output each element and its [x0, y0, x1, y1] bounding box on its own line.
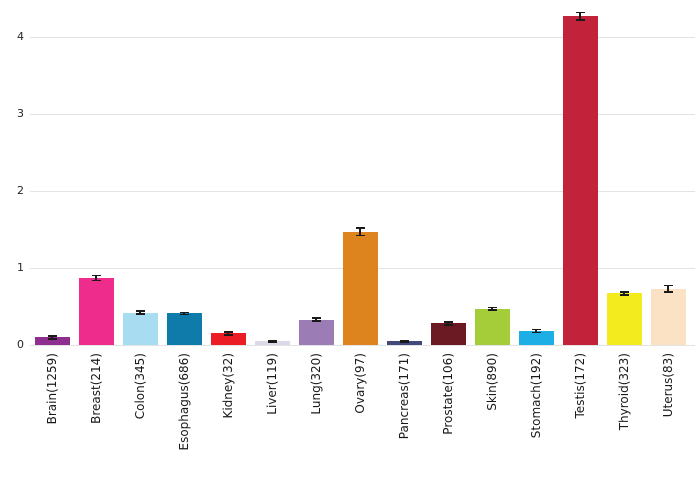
error-bar-cap: [311, 320, 321, 322]
bar: [78, 278, 114, 345]
error-bar-cap: [399, 339, 409, 342]
error-bar-cap: [663, 284, 673, 287]
error-bar-cap: [223, 331, 233, 333]
error-bar-cap: [575, 19, 585, 21]
bar: [210, 333, 246, 345]
x-tick-label: Colon(345): [133, 353, 147, 420]
error-bar: [359, 227, 361, 236]
error-bar-cap: [487, 309, 497, 311]
x-tick-label: Esophagus(686): [177, 353, 191, 451]
error-bar-cap: [575, 11, 585, 14]
bar: [562, 16, 598, 345]
error-bar: [51, 335, 53, 339]
x-tick-label: Prostate(106): [441, 353, 455, 435]
error-bar-cap: [399, 341, 409, 343]
x-tick-label: Skin(890): [485, 353, 499, 411]
x-tick-label: Liver(119): [265, 353, 279, 415]
gridline: [30, 37, 695, 38]
y-tick-label: 4: [17, 30, 24, 43]
error-bar: [227, 331, 229, 335]
error-bar: [623, 291, 625, 295]
error-bar-cap: [531, 331, 541, 334]
error-bar-cap: [619, 291, 629, 293]
error-bar-cap: [47, 338, 57, 340]
gridline: [30, 191, 695, 192]
error-bar-cap: [531, 328, 541, 331]
bar: [298, 319, 334, 345]
error-bar: [271, 340, 273, 342]
error-bar-cap: [267, 341, 277, 343]
error-bar-cap: [267, 339, 277, 342]
error-bar-cap: [443, 324, 453, 326]
error-bar: [95, 275, 97, 281]
x-tick-label: Lung(320): [309, 353, 323, 415]
x-tick-label: Breast(214): [89, 353, 103, 424]
bar: [386, 341, 422, 345]
error-bar-cap: [91, 279, 101, 282]
x-tick-label: Kidney(32): [221, 353, 235, 419]
x-tick-label: Brain(1259): [45, 353, 59, 425]
error-bar-cap: [311, 317, 321, 319]
gridline: [30, 345, 695, 346]
bar: [342, 231, 378, 345]
error-bar-cap: [663, 291, 673, 293]
error-bar: [667, 285, 669, 292]
bar: [122, 312, 158, 345]
y-tick-label: 2: [17, 184, 24, 197]
error-bar: [579, 12, 581, 21]
error-bar: [535, 329, 537, 333]
error-bar-cap: [355, 234, 365, 237]
bar: [518, 331, 554, 345]
gridline: [30, 114, 695, 115]
error-bar-cap: [619, 294, 629, 296]
error-bar-cap: [179, 311, 189, 314]
error-bar-cap: [135, 310, 145, 312]
error-bar: [491, 307, 493, 310]
y-tick-label: 0: [17, 338, 24, 351]
error-bar: [139, 311, 141, 315]
bar: [430, 323, 466, 345]
x-tick-label: Ovary(97): [353, 353, 367, 414]
error-bar-cap: [179, 313, 189, 316]
bar: [254, 341, 290, 345]
error-bar-cap: [487, 306, 497, 309]
bar: [650, 288, 686, 345]
x-tick-label: Uterus(83): [661, 353, 675, 418]
error-bar-cap: [135, 313, 145, 315]
y-tick-label: 1: [17, 261, 24, 274]
error-bar: [403, 340, 405, 342]
error-bar-cap: [443, 321, 453, 323]
bar: [474, 308, 510, 345]
x-tick-label: Pancreas(171): [397, 353, 411, 440]
error-bar: [447, 321, 449, 325]
bar: [34, 337, 70, 345]
error-bar: [315, 318, 317, 322]
y-tick-label: 3: [17, 107, 24, 120]
bar: [606, 293, 642, 345]
error-bar-cap: [223, 334, 233, 336]
error-bar-cap: [47, 335, 57, 337]
error-bar-cap: [91, 274, 101, 277]
x-tick-label: Stomach(192): [529, 353, 543, 439]
x-tick-label: Testis(172): [573, 353, 587, 419]
error-bar: [183, 312, 185, 315]
bar: [166, 313, 202, 345]
error-bar-cap: [355, 227, 365, 229]
x-tick-label: Thyroid(323): [617, 353, 631, 431]
